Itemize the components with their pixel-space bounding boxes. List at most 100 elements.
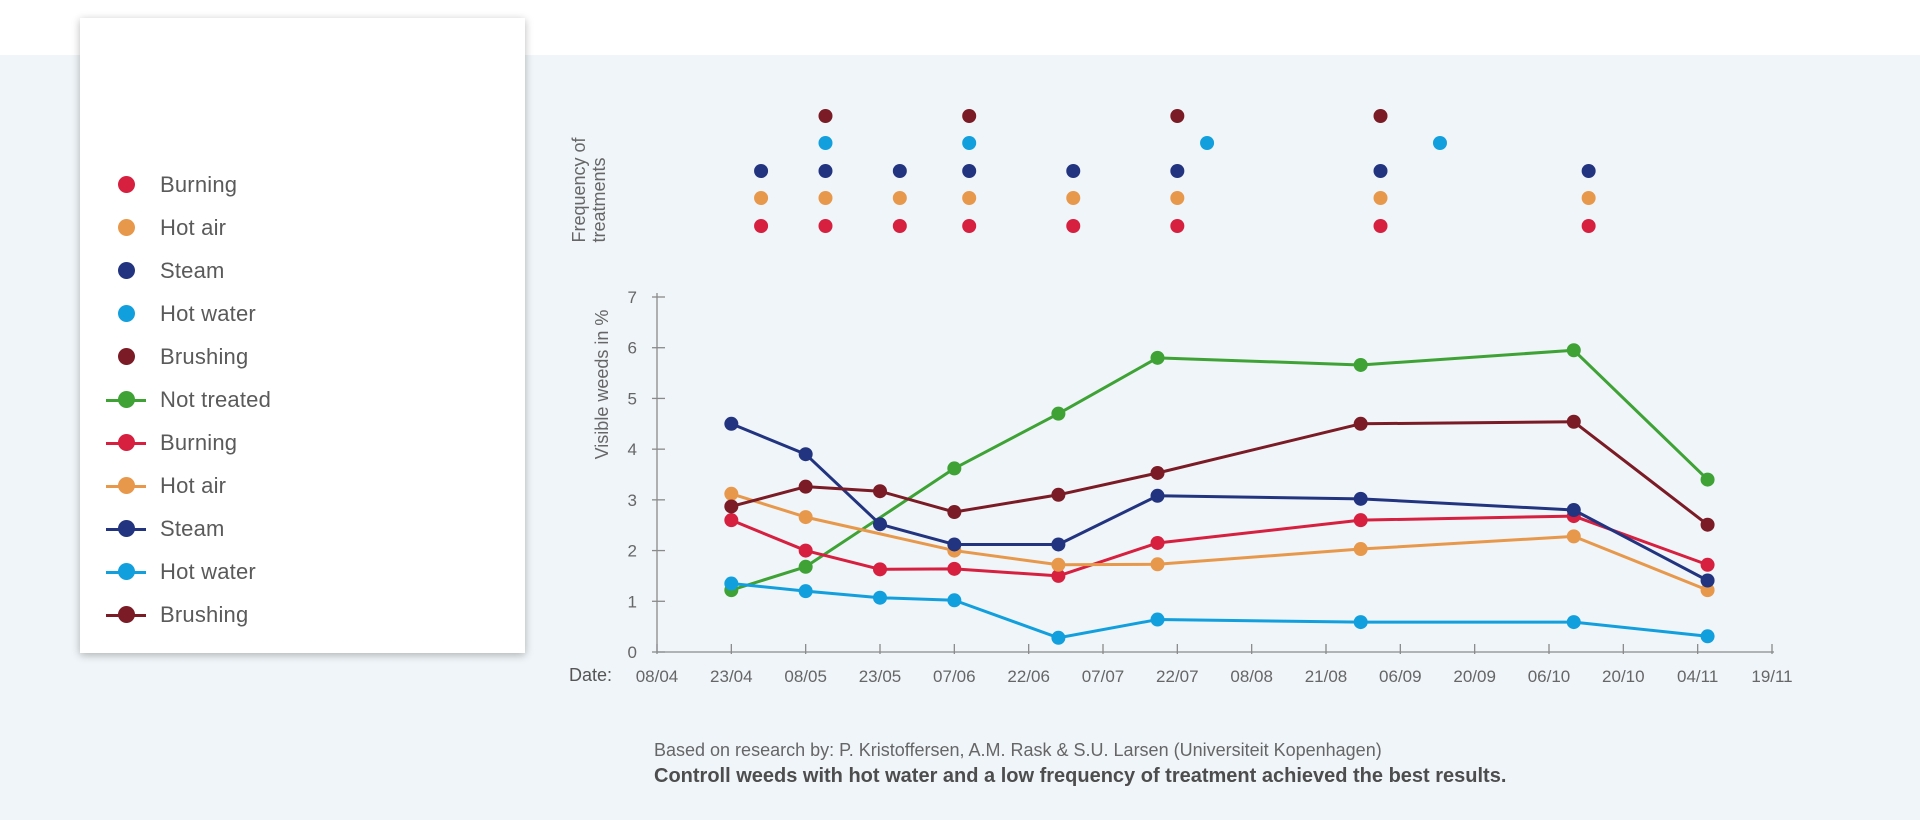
treatment-dot: [892, 191, 907, 205]
data-point: [947, 561, 962, 576]
legend-label: Not treated: [160, 386, 272, 412]
legend-dot-swatch: [106, 175, 150, 195]
data-point: [1700, 583, 1715, 598]
series-not-treated: [724, 343, 1715, 598]
legend-line-swatch: [106, 519, 150, 539]
treatment-dot: [818, 164, 833, 178]
legend-line-swatch: [106, 390, 150, 410]
treatment-dot: [1432, 136, 1447, 150]
data-point: [1051, 406, 1066, 421]
legend-label: Brushing: [160, 601, 249, 627]
legend-dot-swatch: [106, 347, 150, 367]
legend-label: Steam: [160, 515, 225, 541]
data-point: [798, 559, 813, 574]
treatment-dot: [818, 109, 833, 123]
data-point: [1353, 542, 1368, 557]
treatment-row-hot-water: [818, 136, 1447, 150]
legend-label: Steam: [160, 257, 225, 283]
series-line: [730, 422, 1709, 582]
data-point: [1353, 615, 1368, 630]
data-point: [724, 576, 739, 591]
data-point: [1051, 568, 1066, 583]
data-point: [1150, 535, 1165, 550]
legend-label: Hot water: [160, 300, 256, 326]
treatment-dot: [818, 136, 833, 150]
y-tick-label: 4: [628, 440, 637, 459]
legend-label: Hot water: [160, 558, 256, 584]
series-line: [730, 492, 1709, 592]
treatment-dot: [1066, 191, 1081, 205]
data-point: [947, 537, 962, 552]
treatment-row-steam: [754, 164, 1596, 178]
treatment-dot: [1066, 164, 1081, 178]
x-tick-label: 06/09: [1379, 667, 1422, 686]
data-point: [1150, 612, 1165, 627]
data-point: [873, 484, 887, 499]
treatment-row-hot-air: [754, 191, 1596, 205]
y-tick-label: 6: [628, 339, 637, 358]
x-tick-label: 21/08: [1305, 667, 1348, 686]
data-point: [1700, 573, 1715, 588]
legend-line-swatch: [106, 433, 150, 453]
series-burning: [724, 509, 1715, 583]
y-tick-label: 2: [628, 542, 637, 561]
legend-dot-swatch: [106, 261, 150, 281]
legend-line-swatch: [106, 476, 150, 496]
data-point: [1150, 350, 1165, 365]
data-point: [1353, 416, 1368, 431]
legend-label: Hot air: [160, 214, 227, 240]
data-point: [1353, 513, 1368, 528]
treatment-dot: [962, 136, 977, 150]
treatment-dot: [1373, 164, 1388, 178]
data-point: [1150, 557, 1165, 572]
legend-label: Brushing: [160, 343, 249, 369]
data-point: [798, 584, 813, 599]
x-tick-label: 19/11: [1751, 667, 1792, 686]
y-tick-label: 0: [628, 643, 637, 662]
legend-dot-swatch: [106, 304, 150, 324]
frequency-label-line1: Frequency of: [569, 136, 589, 242]
data-point: [1566, 529, 1581, 544]
data-point: [1566, 414, 1581, 429]
treatment-dot: [818, 219, 833, 233]
data-point: [1700, 629, 1715, 644]
treatment-dot: [1170, 109, 1185, 123]
treatment-dot: [892, 219, 907, 233]
treatment-dot: [1373, 109, 1388, 123]
data-point: [1051, 537, 1066, 552]
data-point: [724, 486, 739, 501]
treatment-dot: [1170, 191, 1185, 205]
data-point: [724, 499, 739, 514]
treatment-dot: [1373, 191, 1388, 205]
y-tick-label: 7: [628, 288, 637, 307]
treatment-dot: [1170, 164, 1185, 178]
date-label: Date:: [569, 665, 612, 685]
data-point: [947, 461, 962, 476]
treatment-dot: [754, 191, 769, 205]
x-tick-label: 07/06: [933, 667, 976, 686]
data-point: [1051, 487, 1066, 502]
x-tick-label: 08/08: [1230, 667, 1273, 686]
treatment-row-brushing: [818, 109, 1388, 123]
data-point: [1566, 343, 1581, 358]
treatment-dot: [1581, 219, 1596, 233]
x-tick-label: 08/04: [636, 667, 679, 686]
treatment-dot: [818, 191, 833, 205]
data-point: [1700, 557, 1715, 572]
treatment-dot: [1581, 164, 1596, 178]
x-tick-label: 23/04: [710, 667, 753, 686]
data-point: [1150, 465, 1165, 480]
data-point: [947, 593, 962, 608]
treatment-dot: [754, 219, 769, 233]
treatment-row-burning: [754, 219, 1596, 233]
y-tick-label: 5: [628, 389, 637, 408]
treatment-dot: [754, 164, 769, 178]
data-point: [1700, 472, 1715, 487]
data-point: [1353, 357, 1368, 372]
series-brushing: [724, 414, 1715, 532]
data-point: [1566, 503, 1581, 517]
treatment-dot: [962, 109, 977, 123]
treatment-dot: [1200, 136, 1215, 150]
legend-label: Burning: [160, 171, 238, 197]
